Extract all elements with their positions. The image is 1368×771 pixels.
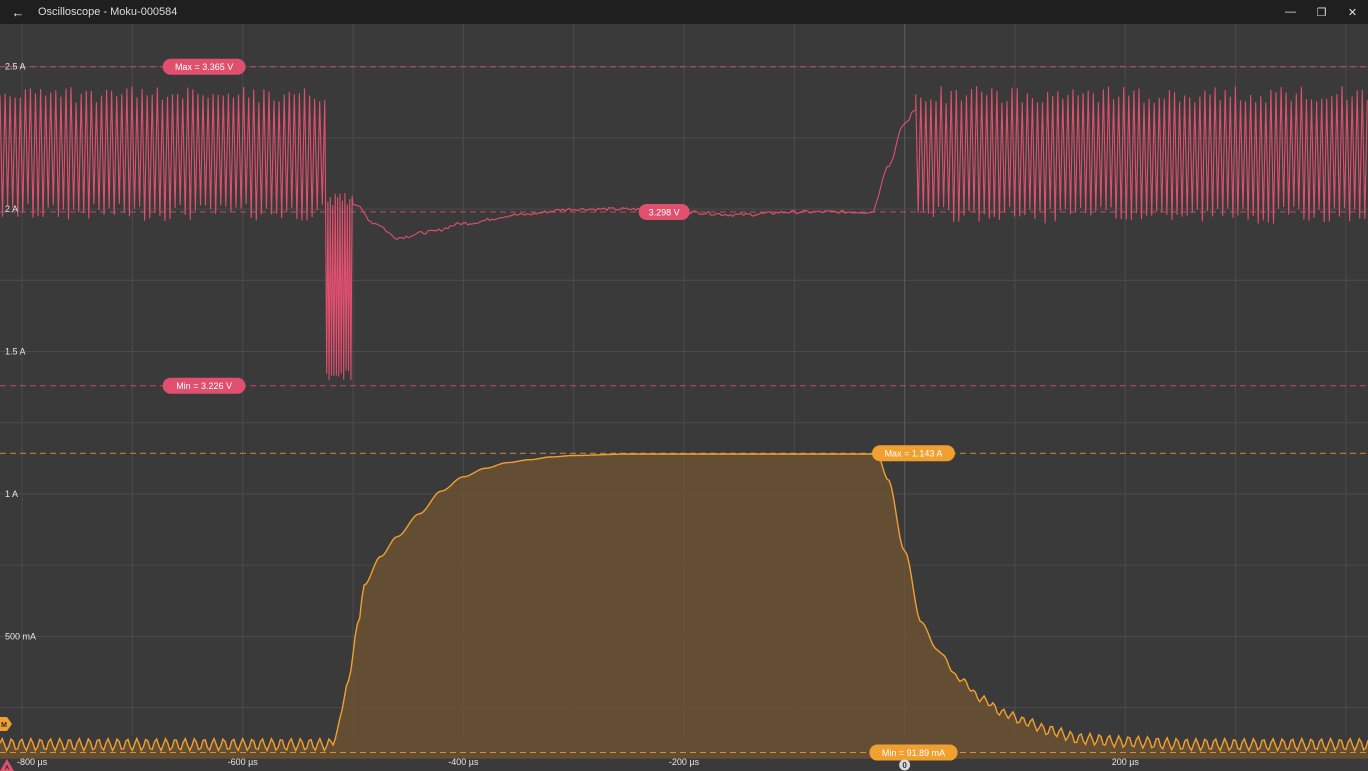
marker-pill-a-mean[interactable]: 3.298 V (638, 203, 690, 220)
y-tick-label: 2 A (5, 204, 18, 214)
marker-pill-b-max[interactable]: Max = 1.143 A (872, 445, 955, 462)
marker-pill-bg (638, 203, 690, 220)
channel-m-flag-shape (0, 717, 12, 731)
minimize-button[interactable]: — (1285, 6, 1296, 18)
trigger-marker-label: 0 (902, 761, 907, 770)
marker-label: Min = 3.226 V (176, 381, 232, 391)
y-tick-label: 1 A (5, 489, 18, 499)
y-tick-label: 1.5 A (5, 347, 26, 357)
oscilloscope-plot[interactable]: Max = 3.365 V 3.298 V Min = 3.226 V Max = 1… (0, 24, 1368, 771)
marker-label: 3.298 V (649, 207, 680, 217)
window-controls: — ❐ ✕ (1275, 0, 1368, 24)
x-tick-label: -200 µs (669, 757, 700, 767)
marker-label: Max = 1.143 A (885, 448, 943, 458)
channel-m-flag-label: M (1, 722, 7, 729)
marker-pill-a-max[interactable]: Max = 3.365 V (162, 58, 246, 75)
x-tick-label: 200 µs (1112, 757, 1140, 767)
marker-label: Max = 3.365 V (175, 62, 233, 72)
title-bar: ← Oscilloscope - Moku-000584 — ❐ ✕ (0, 0, 1368, 24)
channel-m-flag[interactable]: M (0, 717, 12, 731)
y-tick-label: 500 mA (5, 631, 36, 641)
marker-pill-bg (869, 744, 958, 761)
marker-pill-bg (162, 58, 246, 75)
marker-pill-a-min[interactable]: Min = 3.226 V (162, 377, 246, 394)
channel-a-flag-label: A (5, 766, 10, 771)
channel-b-fill (0, 454, 1368, 759)
back-arrow-icon[interactable]: ← (11, 4, 25, 20)
marker-label: Min = 91.89 mA (882, 748, 945, 758)
channel-b-trace[interactable] (0, 453, 1368, 753)
channel-a-flag-shape (0, 759, 14, 771)
marker-pill-b-min[interactable]: Min = 91.89 mA (869, 744, 958, 761)
marker-pill-bg (162, 377, 246, 394)
marker-pill-bg (872, 445, 955, 462)
channel-a-flag[interactable]: A (0, 759, 14, 771)
window-title: Oscilloscope - Moku-000584 (38, 6, 178, 18)
restore-button[interactable]: ❐ (1316, 6, 1327, 19)
x-tick-label: -400 µs (448, 757, 479, 767)
close-button[interactable]: ✕ (1347, 6, 1358, 19)
x-tick-label: -600 µs (228, 757, 259, 767)
y-tick-label: 2.5 A (5, 62, 26, 72)
trigger-marker[interactable]: 0 (899, 759, 911, 771)
x-tick-label: -800 µs (17, 757, 48, 767)
trigger-marker-bg (899, 759, 911, 771)
